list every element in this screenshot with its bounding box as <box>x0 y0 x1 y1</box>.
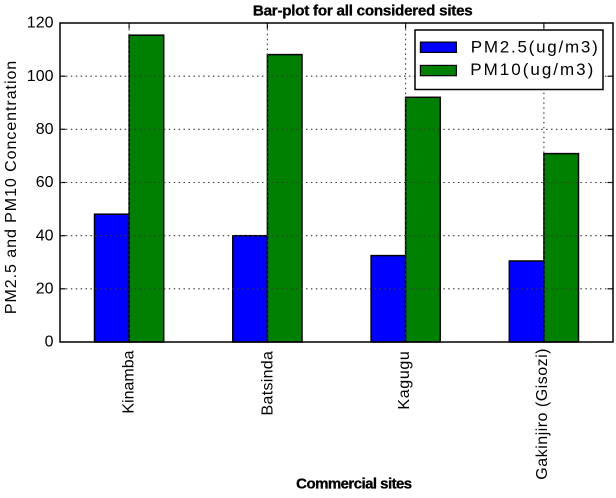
svg-text:100: 100 <box>27 68 54 85</box>
svg-text:120: 120 <box>27 15 54 32</box>
svg-text:60: 60 <box>36 174 54 191</box>
svg-text:80: 80 <box>36 121 54 138</box>
svg-text:PM10(ug/m3): PM10(ug/m3) <box>470 60 595 79</box>
svg-text:Gakinjiro (Gisozi): Gakinjiro (Gisozi) <box>534 348 551 480</box>
svg-text:Batsinda: Batsinda <box>259 351 276 416</box>
svg-text:Commercial sites: Commercial sites <box>296 476 412 493</box>
svg-text:Bar-plot for all considered si: Bar-plot for all considered sites <box>253 2 473 19</box>
svg-text:20: 20 <box>36 280 54 297</box>
svg-text:PM2.5(ug/m3): PM2.5(ug/m3) <box>471 37 600 56</box>
svg-text:PM2.5 and PM10 Concentration: PM2.5 and PM10 Concentration <box>3 60 20 314</box>
svg-text:0: 0 <box>45 334 54 351</box>
svg-text:Kinamba: Kinamba <box>120 350 137 413</box>
svg-text:40: 40 <box>36 227 54 244</box>
svg-text:Kagugu: Kagugu <box>396 351 413 410</box>
